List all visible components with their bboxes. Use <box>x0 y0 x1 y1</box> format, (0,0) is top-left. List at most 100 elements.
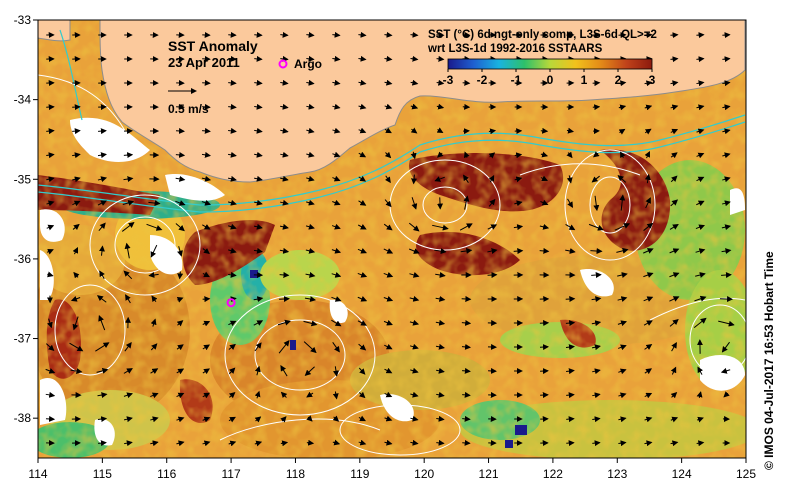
current-vector-arrow <box>176 297 184 303</box>
current-vector-arrow <box>408 248 420 254</box>
current-vector-arrow <box>358 175 367 182</box>
current-vector-arrow <box>718 320 735 327</box>
colorbar-tick-label: -2 <box>477 73 488 87</box>
current-vector-arrow <box>643 222 654 231</box>
current-vector-arrow <box>253 223 263 230</box>
current-vector-arrow <box>201 199 211 206</box>
current-vector-arrow <box>411 197 418 210</box>
x-tick-label: 123 <box>607 467 627 481</box>
current-vector-arrow <box>540 199 549 206</box>
current-vector-arrow <box>669 318 679 327</box>
current-vector-arrow <box>384 127 392 134</box>
current-vector-arrow <box>540 175 549 182</box>
current-vector-arrow <box>99 270 105 280</box>
current-vector-arrow <box>280 199 289 206</box>
current-vector-arrow <box>280 440 289 447</box>
current-vector-arrow <box>410 103 419 110</box>
x-tick-label: 114 <box>28 467 47 481</box>
current-vector-arrow <box>384 199 392 208</box>
current-vector-arrow <box>670 128 679 135</box>
current-vector-arrow <box>122 200 135 206</box>
current-vector-arrow <box>124 242 131 259</box>
current-vector-arrow <box>358 103 367 110</box>
current-vector-arrow <box>46 128 55 135</box>
current-vector-arrow <box>410 127 418 134</box>
current-vector-arrow <box>617 296 628 303</box>
current-vector-arrow <box>411 174 418 185</box>
current-vector-arrow <box>565 344 575 351</box>
current-vector-arrow <box>618 416 627 423</box>
current-vector-arrow <box>332 55 341 62</box>
current-vector-arrow <box>488 174 495 183</box>
current-vector-arrow <box>696 32 705 39</box>
current-vector-arrow <box>306 415 313 422</box>
current-vector-arrow <box>617 320 628 327</box>
current-vector-arrow <box>306 151 315 158</box>
current-vector-arrow <box>695 272 706 278</box>
current-vector-arrow <box>331 271 342 278</box>
current-vector-arrow <box>670 152 678 159</box>
current-vector-arrow <box>463 195 470 210</box>
current-vector-arrow <box>459 223 473 231</box>
current-vector-arrow <box>280 55 289 62</box>
current-vector-arrow <box>436 31 445 38</box>
current-vector-arrow <box>436 391 445 398</box>
current-vector-arrow <box>227 199 237 206</box>
current-vector-arrow <box>671 342 677 352</box>
current-vector-arrow <box>331 223 341 230</box>
current-vector-arrow <box>644 104 653 111</box>
current-vector-arrow <box>332 342 340 353</box>
current-vector-arrow <box>384 391 393 398</box>
current-vector-arrow <box>410 415 419 422</box>
current-vector-arrow <box>487 272 498 279</box>
current-vector-arrow <box>358 55 367 62</box>
current-vector-arrow <box>409 319 420 326</box>
current-vector-arrow <box>124 440 133 447</box>
current-vector-arrow <box>591 320 602 327</box>
current-vector-arrow <box>254 175 263 182</box>
current-vector-arrow <box>644 440 653 447</box>
current-vector-arrow <box>228 271 237 278</box>
current-vector-arrow <box>488 198 496 207</box>
current-vector-arrow <box>146 223 163 231</box>
current-vector-arrow <box>436 127 444 133</box>
current-vector-arrow <box>98 222 106 232</box>
current-vector-arrow <box>540 127 549 134</box>
current-vector-arrow <box>720 367 731 374</box>
current-vector-arrow <box>410 151 417 160</box>
current-vector-arrow <box>670 104 679 111</box>
current-vector-arrow <box>228 367 236 375</box>
current-vector-arrow <box>358 79 367 86</box>
current-vector-arrow <box>305 271 316 278</box>
current-vector-arrow <box>97 176 108 183</box>
colorbar-tick-label: -1 <box>511 73 522 87</box>
current-vector-arrow <box>436 103 445 110</box>
current-vector-arrow <box>539 247 550 254</box>
current-vector-arrow <box>148 271 159 278</box>
current-vector-arrow <box>722 80 731 87</box>
current-vector-arrow <box>306 439 315 446</box>
current-vector-arrow <box>148 200 161 207</box>
current-vector-arrow <box>358 391 366 399</box>
current-vector-arrow <box>254 31 263 38</box>
current-vector-arrow <box>669 296 680 302</box>
current-vector-arrow <box>45 368 56 374</box>
current-vector-arrow <box>566 127 575 134</box>
current-vector-arrow <box>461 319 472 326</box>
current-vector-arrow <box>332 415 340 422</box>
current-vector-arrow <box>254 199 263 206</box>
current-vector-arrow <box>592 80 601 87</box>
current-vector-arrow <box>592 392 601 399</box>
current-vector-arrow <box>175 200 186 206</box>
current-vector-arrow <box>98 315 106 331</box>
current-vector-arrow <box>280 103 289 110</box>
y-tick-label: -36 <box>14 252 32 266</box>
current-vector-arrow <box>202 392 211 399</box>
current-vector-arrow <box>488 128 497 135</box>
current-vector-arrow <box>618 392 627 399</box>
current-vector-arrow <box>306 31 315 38</box>
current-vector-arrow <box>306 79 315 86</box>
current-vector-arrow <box>202 247 210 255</box>
current-vector-arrow <box>357 320 367 326</box>
current-vector-arrow <box>410 391 419 398</box>
